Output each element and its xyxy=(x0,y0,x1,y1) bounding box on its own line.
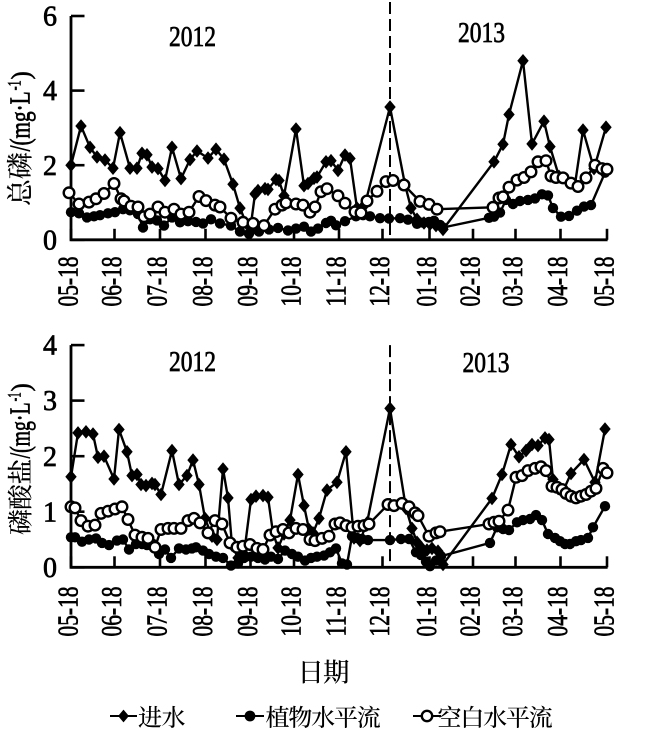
svg-text:): ) xyxy=(7,71,36,79)
svg-text:4: 4 xyxy=(43,76,57,107)
svg-text:1: 1 xyxy=(43,497,57,528)
svg-text:01-18: 01-18 xyxy=(412,257,443,307)
svg-text:02-18: 02-18 xyxy=(455,587,486,637)
svg-text:10-18: 10-18 xyxy=(276,257,307,307)
svg-text:6: 6 xyxy=(43,2,57,33)
svg-text:08-18: 08-18 xyxy=(188,257,219,307)
svg-text:12-18: 12-18 xyxy=(365,257,396,307)
svg-text:01-18: 01-18 xyxy=(412,587,443,637)
svg-text:12-18: 12-18 xyxy=(365,587,396,637)
svg-text:4: 4 xyxy=(43,331,57,362)
svg-text:2012: 2012 xyxy=(169,22,216,53)
svg-text:0: 0 xyxy=(43,553,57,584)
svg-text:2012: 2012 xyxy=(169,347,216,378)
svg-text:04-18: 04-18 xyxy=(543,587,574,637)
svg-text:11-18: 11-18 xyxy=(321,257,352,307)
svg-text:10-18: 10-18 xyxy=(276,587,307,637)
svg-text:05-18: 05-18 xyxy=(589,587,620,637)
svg-text:/(mg·L: /(mg·L xyxy=(6,402,37,458)
svg-text:05-18: 05-18 xyxy=(53,257,84,307)
svg-text:-1: -1 xyxy=(5,392,26,401)
svg-text:02-18: 02-18 xyxy=(455,257,486,307)
svg-text:0: 0 xyxy=(43,225,57,256)
svg-text:05-18: 05-18 xyxy=(589,257,620,307)
svg-text:05-18: 05-18 xyxy=(53,587,84,637)
svg-text:/(mg·L: /(mg·L xyxy=(6,91,37,151)
svg-text:): ) xyxy=(7,383,36,391)
svg-text:07-18: 07-18 xyxy=(142,257,173,307)
svg-text:09-18: 09-18 xyxy=(233,257,264,307)
svg-text:07-18: 07-18 xyxy=(142,587,173,637)
svg-text:06-18: 06-18 xyxy=(97,587,128,637)
svg-text:06-18: 06-18 xyxy=(97,257,128,307)
svg-text:03-18: 03-18 xyxy=(498,257,529,307)
svg-text:04-18: 04-18 xyxy=(543,257,574,307)
svg-text:08-18: 08-18 xyxy=(188,587,219,637)
svg-text:03-18: 03-18 xyxy=(498,587,529,637)
svg-text:-1: -1 xyxy=(5,80,26,90)
svg-text:3: 3 xyxy=(43,386,57,417)
svg-text:2: 2 xyxy=(43,442,57,473)
svg-text:2: 2 xyxy=(43,151,57,182)
svg-text:11-18: 11-18 xyxy=(321,587,352,637)
svg-text:2013: 2013 xyxy=(463,348,510,379)
svg-text:09-18: 09-18 xyxy=(233,587,264,637)
svg-text:2013: 2013 xyxy=(458,18,505,49)
